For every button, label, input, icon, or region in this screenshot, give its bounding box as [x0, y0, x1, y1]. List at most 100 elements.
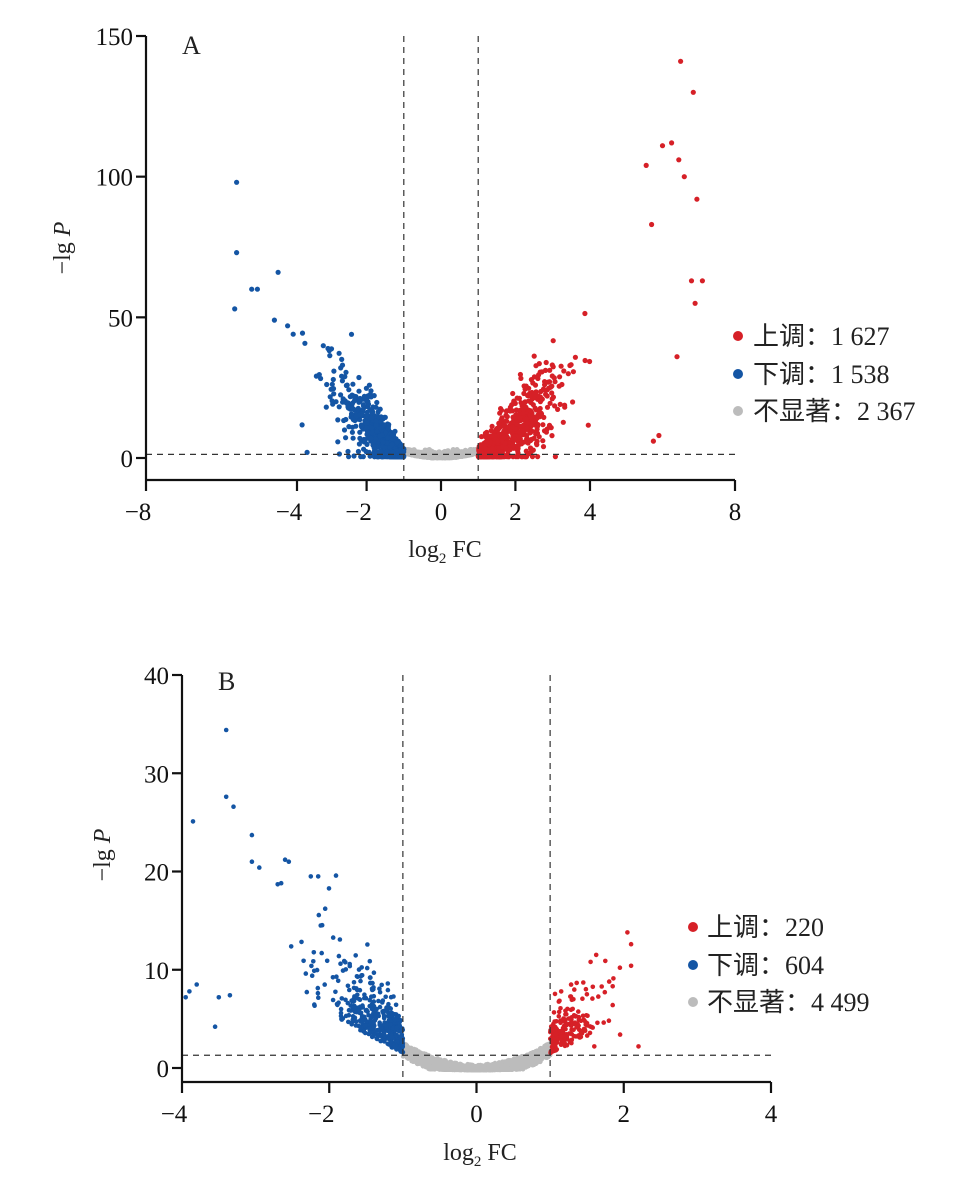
point-down-regulated: [190, 819, 196, 824]
panel-b-y-axis-title: −lg P: [90, 828, 116, 881]
point-down-regulated: [275, 882, 281, 887]
point-down-regulated: [344, 382, 350, 388]
point-down-regulated: [347, 961, 353, 967]
point-up-regulated: [536, 434, 542, 440]
point-up-regulated: [569, 1020, 574, 1025]
point-not-significant: [510, 1061, 515, 1066]
point-up-regulated: [512, 436, 518, 442]
point-down-regulated: [350, 381, 356, 387]
point-down-regulated: [349, 411, 355, 417]
point-down-regulated: [367, 1026, 373, 1031]
point-down-regulated: [314, 967, 320, 973]
point-down-regulated: [183, 995, 188, 1000]
y-tick-label: 50: [108, 305, 133, 332]
point-up-regulated: [570, 1006, 575, 1012]
point-up-regulated: [599, 984, 604, 989]
point-up-regulated: [551, 375, 557, 381]
point-up-regulated: [569, 1015, 575, 1020]
point-down-regulated: [345, 404, 351, 410]
point-up-regulated: [518, 375, 524, 381]
point-up-regulated: [560, 1029, 565, 1034]
point-down-regulated: [356, 1008, 362, 1014]
point-down-regulated: [323, 404, 329, 410]
point-up-regulated: [553, 1024, 558, 1030]
point-up-regulated: [556, 1014, 562, 1019]
point-up-regulated: [547, 400, 553, 406]
point-down-regulated: [285, 323, 291, 329]
point-down-regulated: [271, 317, 277, 323]
point-down-regulated: [346, 424, 352, 430]
point-up-regulated: [611, 976, 616, 981]
point-down-regulated: [343, 435, 349, 441]
point-down-regulated: [357, 429, 363, 435]
point-down-regulated: [369, 415, 375, 421]
point-up-regulated: [576, 1009, 581, 1014]
point-up-regulated: [585, 422, 591, 428]
point-up-regulated: [580, 996, 585, 1001]
point-down-regulated: [372, 1017, 378, 1023]
point-down-regulated: [392, 1012, 398, 1017]
point-down-regulated: [355, 992, 360, 998]
point-up-regulated: [545, 379, 551, 385]
point-up-regulated: [603, 958, 608, 964]
point-not-significant: [544, 1055, 550, 1061]
point-down-regulated: [382, 1033, 388, 1039]
point-not-significant: [432, 1065, 438, 1071]
point-down-regulated: [282, 857, 288, 862]
panel-a-legend: 上调：1 627 下调：1 538 不显著：2 367: [733, 322, 916, 426]
point-up-regulated: [553, 1031, 559, 1037]
point-down-regulated: [362, 439, 368, 445]
point-down-regulated: [398, 442, 404, 449]
point-down-regulated: [357, 1004, 363, 1010]
point-down-regulated: [335, 439, 341, 445]
point-up-regulated: [643, 162, 649, 168]
point-up-regulated: [678, 58, 684, 64]
point-not-significant: [451, 1065, 456, 1070]
point-down-regulated: [331, 368, 337, 374]
point-down-regulated: [333, 399, 339, 405]
point-down-regulated: [309, 963, 314, 969]
point-down-regulated: [338, 1010, 344, 1016]
point-up-regulated: [520, 410, 527, 416]
point-down-regulated: [330, 975, 336, 980]
point-down-regulated: [382, 1039, 387, 1044]
point-not-significant: [499, 1062, 504, 1067]
point-down-regulated: [337, 937, 343, 942]
point-not-significant: [507, 1066, 513, 1072]
point-up-regulated: [523, 433, 530, 439]
x-tick-label: −8: [125, 499, 152, 526]
point-up-regulated: [579, 1030, 585, 1036]
point-up-regulated: [554, 1019, 559, 1024]
x-tick-label: 4: [765, 1101, 778, 1128]
point-down-regulated: [227, 993, 233, 998]
point-up-regulated: [521, 390, 527, 397]
point-down-regulated: [385, 1041, 391, 1047]
point-down-regulated: [385, 1028, 391, 1034]
point-up-regulated: [592, 1044, 597, 1049]
point-up-regulated: [584, 1033, 590, 1038]
point-up-regulated: [588, 959, 593, 965]
point-not-significant: [426, 453, 432, 459]
point-up-regulated: [601, 1020, 606, 1025]
x-tick-label: 0: [470, 1101, 483, 1128]
point-down-regulated: [371, 1025, 376, 1031]
point-up-regulated: [499, 415, 505, 421]
point-down-regulated: [301, 958, 306, 964]
point-down-regulated: [377, 1004, 383, 1010]
point-down-regulated: [389, 1034, 395, 1040]
point-up-regulated: [527, 408, 534, 414]
point-up-regulated: [561, 368, 567, 374]
point-down-regulated: [380, 454, 386, 460]
point-down-regulated: [339, 996, 345, 1001]
point-down-regulated: [349, 429, 355, 435]
point-up-regulated: [550, 338, 556, 344]
x-tick-label: 0: [435, 499, 448, 526]
point-down-regulated: [371, 985, 376, 990]
point-up-regulated: [582, 1018, 587, 1024]
point-up-regulated: [489, 423, 495, 429]
point-not-significant: [470, 451, 476, 457]
point-up-regulated: [524, 420, 531, 426]
point-up-regulated: [552, 403, 558, 409]
point-up-regulated: [584, 992, 590, 997]
point-down-regulated: [335, 417, 341, 423]
